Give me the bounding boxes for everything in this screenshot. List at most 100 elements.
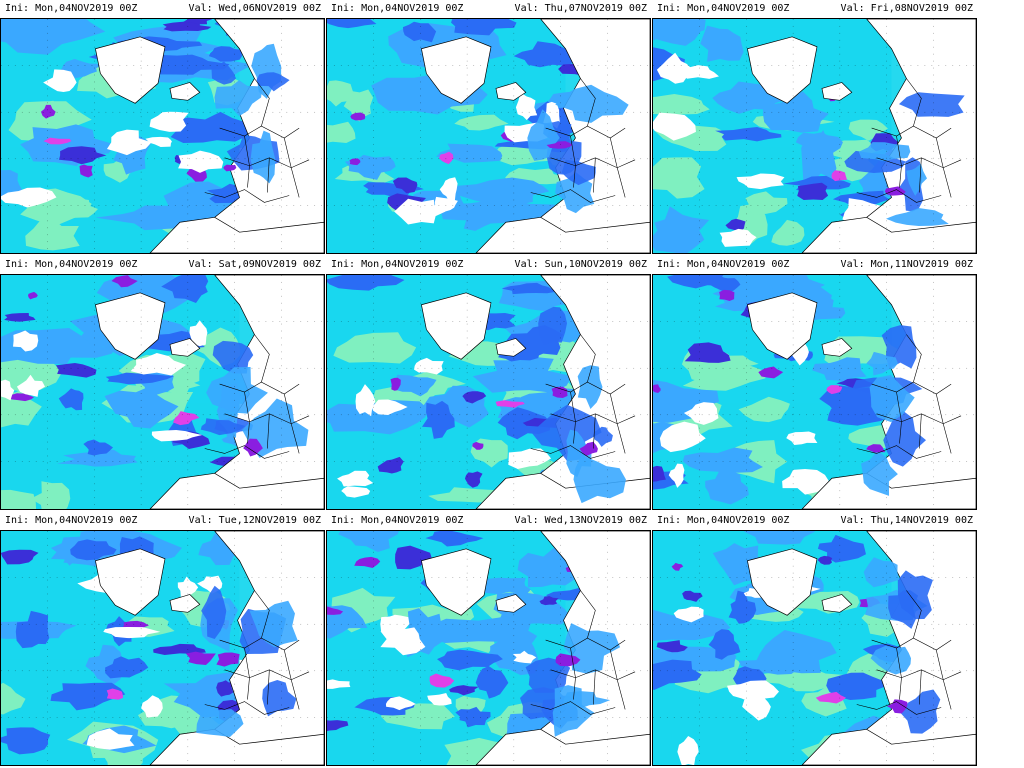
precip-contour-max xyxy=(495,400,525,408)
iceland-landmass xyxy=(821,594,853,613)
precip-contour-dark-blue xyxy=(402,21,437,43)
africa-landmass xyxy=(801,472,976,509)
precip-contour-light xyxy=(454,114,509,131)
precip-contour-purple xyxy=(350,112,366,121)
map-canvas xyxy=(327,19,650,253)
dry-area xyxy=(508,448,552,469)
country-border xyxy=(919,157,922,193)
panel-header: Ini: Mon,04NOV2019 00Z Val: Wed,06NOV2019… xyxy=(0,0,325,18)
precip-contour-europe xyxy=(866,351,898,376)
country-border xyxy=(609,137,626,198)
precip-contour-indigo xyxy=(59,146,107,165)
valid-time-label: Val: Wed,06NOV2019 00Z xyxy=(188,3,321,14)
init-time-label: Ini: Mon,04NOV2019 00Z xyxy=(657,515,790,526)
init-time-label: Ini: Mon,04NOV2019 00Z xyxy=(331,515,464,526)
panel-header: Ini: Mon,04NOV2019 00Z Val: Mon,11NOV2019… xyxy=(652,256,977,274)
precip-contour-dark-blue xyxy=(451,19,517,36)
map-canvas xyxy=(653,19,976,253)
precip-contour-purple xyxy=(758,366,784,379)
dry-area xyxy=(439,177,458,202)
country-border xyxy=(550,669,636,681)
precip-contour-europe xyxy=(211,61,237,85)
precip-contour-indigo xyxy=(725,218,746,231)
map-canvas xyxy=(653,275,976,509)
precip-contour-blue xyxy=(450,177,550,207)
iceland-landmass xyxy=(495,338,527,357)
precip-contour-dark-blue xyxy=(425,531,484,547)
precip-contour-dark-blue xyxy=(667,275,735,289)
dry-area xyxy=(43,69,77,92)
dry-area xyxy=(16,374,46,397)
precip-contour-indigo xyxy=(377,456,404,474)
country-border xyxy=(856,701,942,715)
precip-contour-indigo xyxy=(1,549,39,565)
country-border xyxy=(254,334,270,383)
country-border xyxy=(593,413,596,449)
precipitation-map xyxy=(0,530,325,766)
country-border xyxy=(896,647,902,700)
country-border xyxy=(856,445,942,459)
precip-contour-europe xyxy=(249,600,298,648)
precip-contour-indigo xyxy=(216,680,235,697)
africa-landmass xyxy=(801,728,976,765)
country-border xyxy=(283,137,300,198)
precip-contour-dark-blue xyxy=(501,282,558,295)
country-border xyxy=(935,393,952,454)
africa-landmass xyxy=(149,472,324,509)
precip-contour-indigo xyxy=(327,720,349,732)
precip-contour-indigo xyxy=(656,640,688,653)
precip-contour-dark-blue xyxy=(70,539,117,561)
country-border xyxy=(935,137,952,198)
precip-contour-europe xyxy=(898,92,965,117)
precip-contour-blue xyxy=(762,91,829,133)
forecast-panel: Ini: Mon,04NOV2019 00Z Val: Thu,14NOV2019… xyxy=(652,512,977,768)
dry-area xyxy=(13,330,39,352)
country-border xyxy=(204,701,290,715)
country-border xyxy=(530,701,616,715)
precip-contour-europe xyxy=(883,410,927,467)
precip-contour-blue xyxy=(653,19,706,41)
map-canvas xyxy=(1,531,324,765)
precip-contour-europe-max xyxy=(243,438,263,457)
dry-area xyxy=(782,468,829,495)
country-border xyxy=(876,669,962,681)
precip-contour-light xyxy=(343,89,374,122)
dry-area xyxy=(512,650,537,664)
precip-contour-dark-blue xyxy=(50,682,126,711)
dry-area xyxy=(86,728,135,750)
country-border xyxy=(244,135,250,188)
precip-contour-dark-blue xyxy=(437,649,503,671)
precip-contour-purple xyxy=(719,289,735,301)
init-time-label: Ini: Mon,04NOV2019 00Z xyxy=(657,3,790,14)
dry-area xyxy=(683,402,719,425)
greenland-landmass xyxy=(421,548,492,616)
africa-landmass xyxy=(475,216,650,253)
precip-contour-purple xyxy=(9,393,34,402)
precip-contour-europe xyxy=(206,367,268,414)
dry-area xyxy=(337,470,374,487)
dry-area xyxy=(394,198,446,225)
precip-contour-europe xyxy=(577,365,603,410)
precip-contour-indigo xyxy=(153,643,206,655)
dry-area xyxy=(355,384,376,417)
precipitation-map xyxy=(326,274,651,510)
precip-contour-dark-blue xyxy=(653,659,702,690)
country-border xyxy=(244,647,250,700)
precipitation-map xyxy=(326,530,651,766)
country-border xyxy=(283,649,300,710)
precip-contour-dark-blue xyxy=(422,400,455,439)
precip-contour-dark-blue xyxy=(58,388,84,411)
precip-contour-purple xyxy=(79,164,93,178)
dry-area xyxy=(656,52,693,84)
country-border xyxy=(580,78,596,127)
precip-contour-blue xyxy=(801,130,837,182)
country-border xyxy=(224,669,310,681)
country-border xyxy=(580,334,596,383)
dry-area xyxy=(677,736,699,765)
precip-contour-blue xyxy=(705,470,749,505)
country-border xyxy=(856,189,942,203)
precip-contour-blue xyxy=(653,206,710,253)
dry-area xyxy=(427,693,452,706)
init-time-label: Ini: Mon,04NOV2019 00Z xyxy=(5,259,138,270)
map-canvas xyxy=(327,531,650,765)
